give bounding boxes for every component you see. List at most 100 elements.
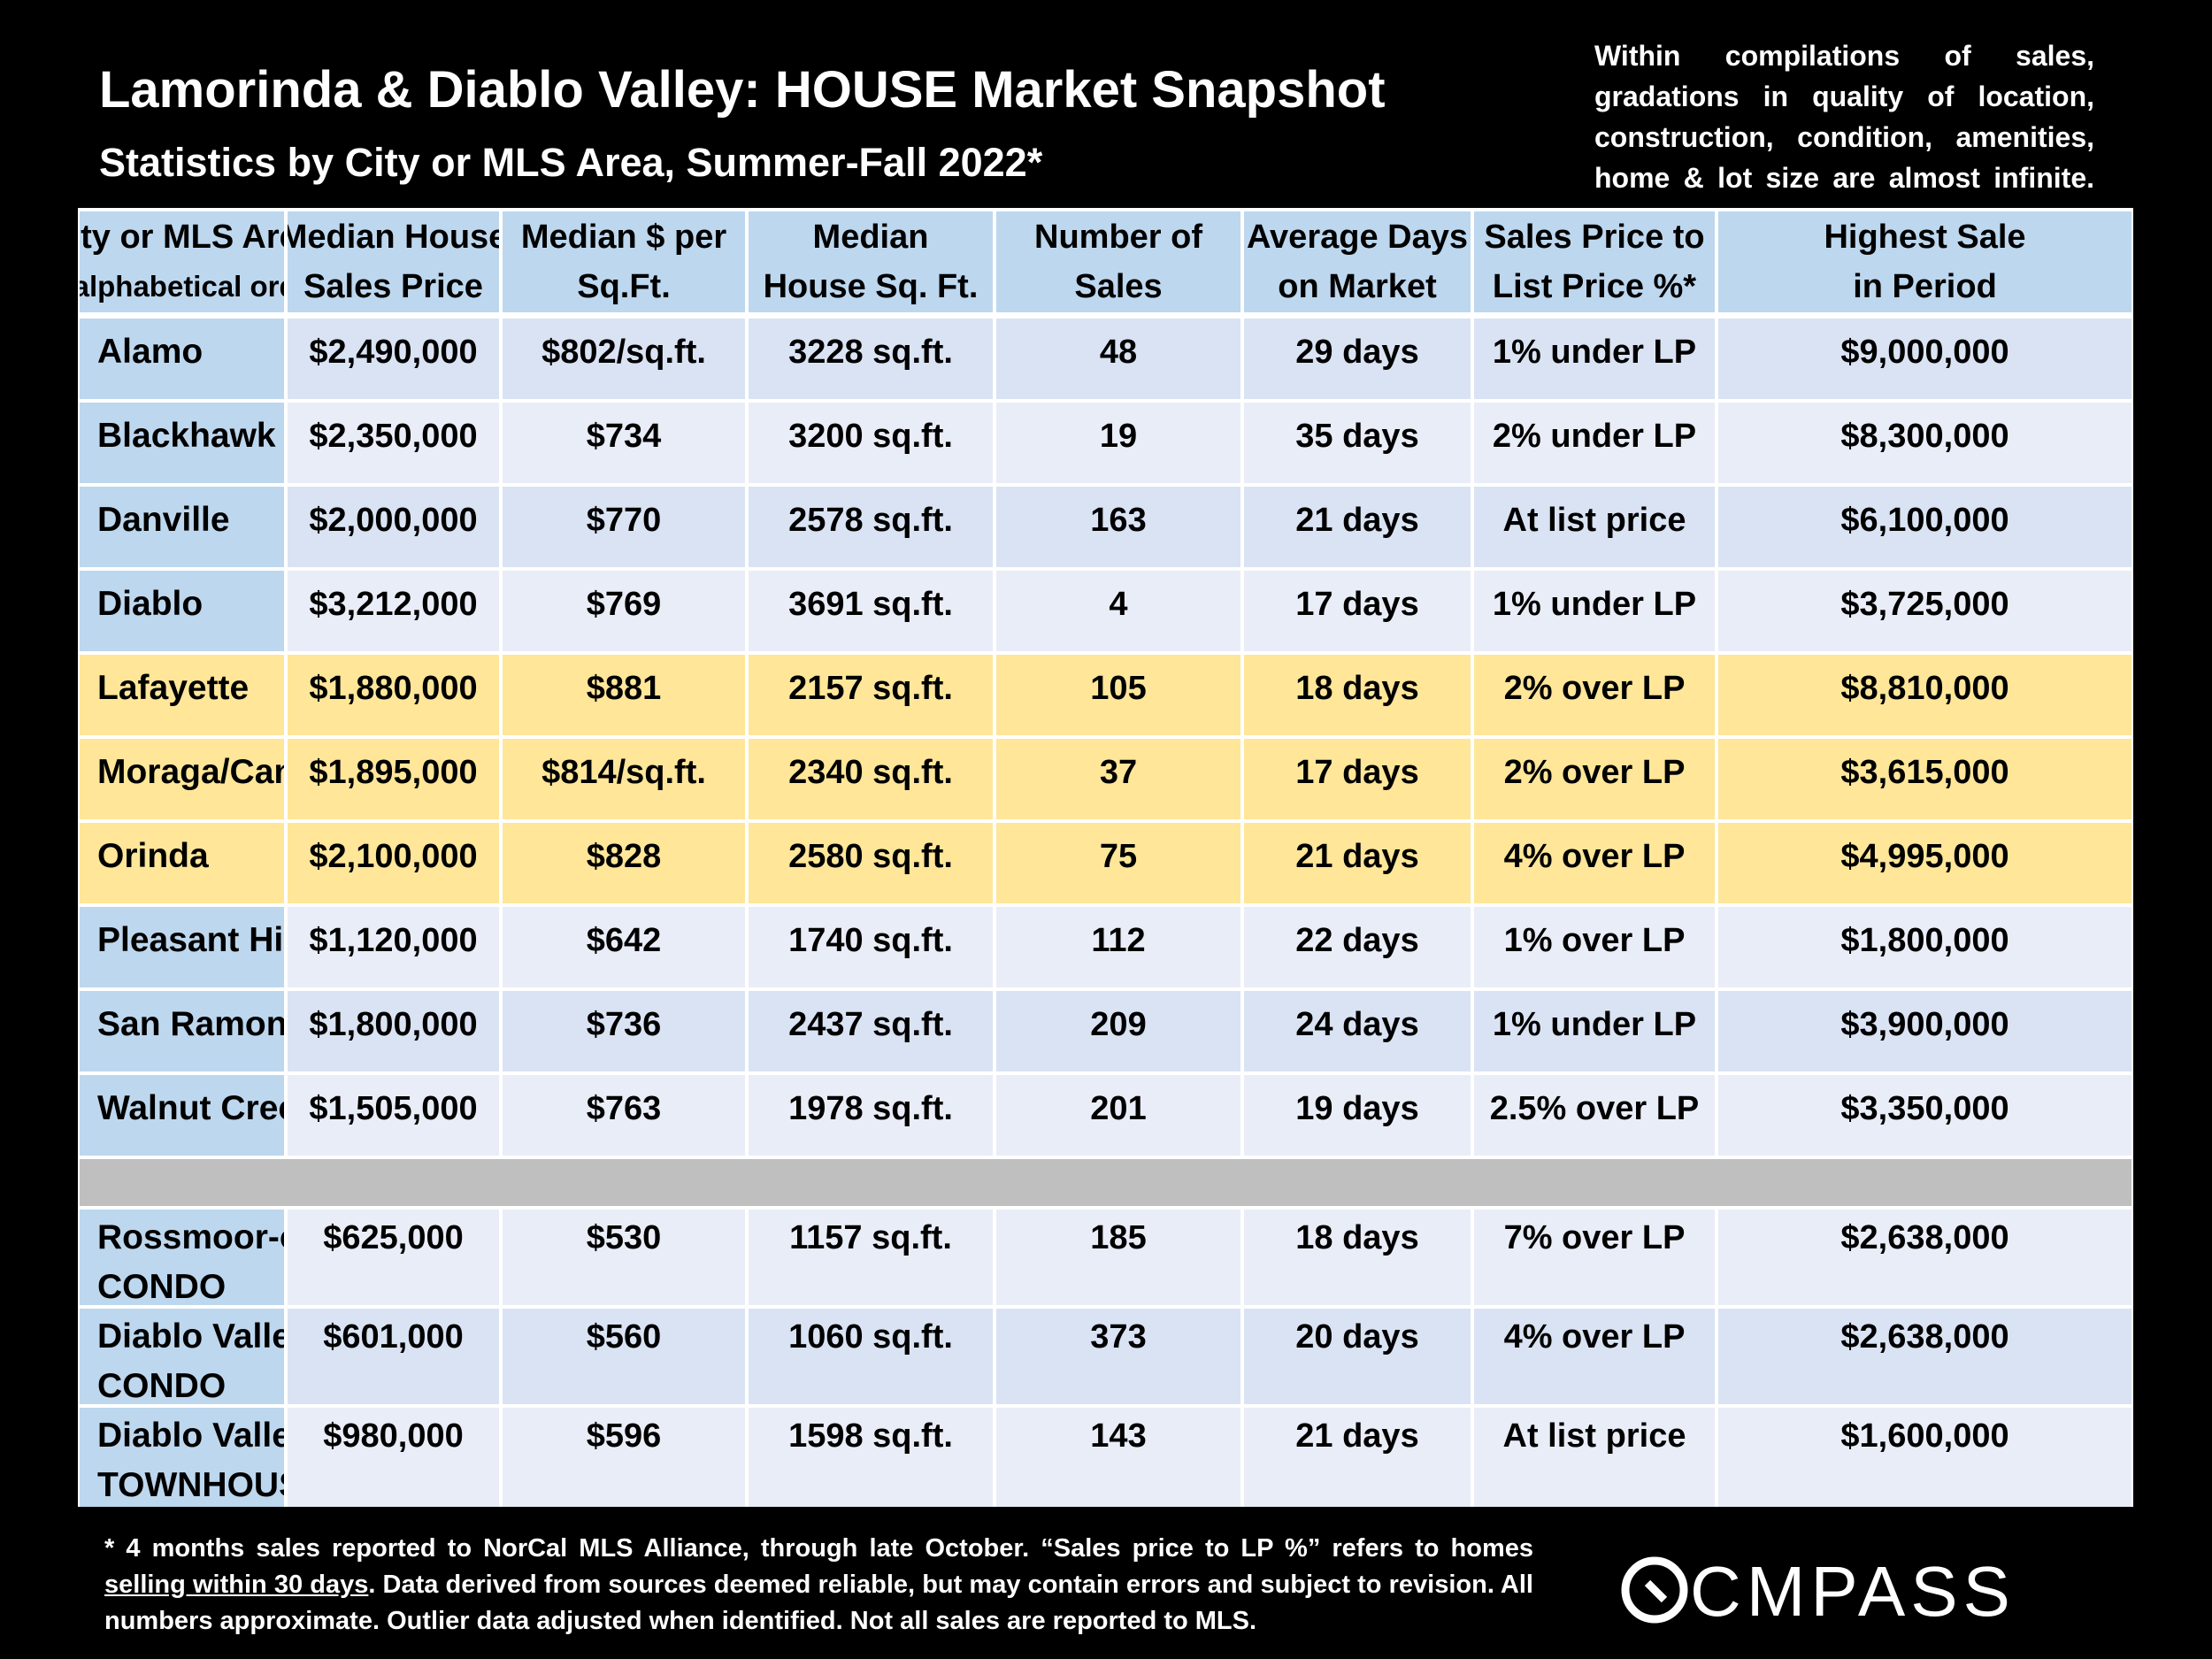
- city-name: Lafayette: [80, 655, 284, 735]
- house-sqft-value: 2437 sq.ft.: [788, 1006, 953, 1043]
- sales-price-value: $2,490,000: [309, 334, 478, 371]
- sale-to-list-value: 2% under LP: [1492, 418, 1697, 455]
- sale-to-list-value: At list price: [1502, 502, 1686, 539]
- number-of-sales-value: 48: [1099, 334, 1138, 371]
- footnote-part-2: . Data derived from sources deemed relia…: [104, 1571, 1533, 1635]
- column-header: Sales Price to List Price %*: [1474, 211, 1715, 312]
- city-name: Orinda: [80, 823, 284, 903]
- days-on-market: 17 days: [1244, 571, 1471, 651]
- sale-to-list: At list price: [1474, 487, 1715, 567]
- days-on-market-value: 21 days: [1295, 1417, 1419, 1455]
- sale-to-list: 7% over LP: [1474, 1210, 1715, 1305]
- days-on-market-value: 21 days: [1295, 838, 1419, 875]
- highest-sale: $9,000,000: [1718, 319, 2131, 399]
- city-name-line: CONDO: [97, 1268, 227, 1305]
- days-on-market: 21 days: [1244, 823, 1471, 903]
- number-of-sales-value: 201: [1090, 1090, 1147, 1127]
- highest-sale: $2,638,000: [1718, 1309, 2131, 1404]
- city-name-line: Alamo: [97, 333, 204, 371]
- page-subtitle: Statistics by City or MLS Area, Summer-F…: [99, 140, 1043, 185]
- sales-price: $625,000: [288, 1210, 499, 1305]
- number-of-sales: 112: [996, 907, 1240, 987]
- number-of-sales-value: 75: [1099, 838, 1138, 875]
- number-of-sales-value: 373: [1090, 1318, 1147, 1356]
- days-on-market: 35 days: [1244, 403, 1471, 483]
- city-name-line: CONDO: [97, 1367, 227, 1404]
- city-name-line: Pleasant Hill: [97, 921, 284, 959]
- price-per-sqft: $763: [503, 1075, 745, 1156]
- price-per-sqft-value: $560: [586, 1318, 662, 1356]
- city-name: Rossmoor-only CONDO: [80, 1210, 284, 1305]
- page-title: Lamorinda & Diablo Valley: HOUSE Market …: [99, 61, 1386, 119]
- city-name: San Ramon: [80, 991, 284, 1071]
- number-of-sales: 4: [996, 571, 1240, 651]
- price-per-sqft: $769: [503, 571, 745, 651]
- days-on-market: 18 days: [1244, 655, 1471, 735]
- column-header: Median House Sales Price: [288, 211, 499, 312]
- days-on-market: 20 days: [1244, 1309, 1471, 1404]
- city-name-line: Diablo Valley: [97, 1417, 284, 1455]
- sales-price: $601,000: [288, 1309, 499, 1404]
- house-sqft: 3200 sq.ft.: [749, 403, 993, 483]
- column-header-line1: Median House: [288, 219, 499, 256]
- sales-price: $1,505,000: [288, 1075, 499, 1156]
- city-name: Pleasant Hill: [80, 907, 284, 987]
- highest-sale: $2,638,000: [1718, 1210, 2131, 1305]
- sale-to-list-value: At list price: [1502, 1417, 1686, 1455]
- price-per-sqft-value: $530: [586, 1219, 662, 1256]
- sales-price: $1,800,000: [288, 991, 499, 1071]
- sales-price: $3,212,000: [288, 571, 499, 651]
- price-per-sqft-value: $736: [586, 1006, 662, 1043]
- sale-to-list-value: 4% over LP: [1503, 838, 1686, 875]
- highest-sale: $3,900,000: [1718, 991, 2131, 1071]
- price-per-sqft: $530: [503, 1210, 745, 1305]
- number-of-sales: 143: [996, 1408, 1240, 1507]
- number-of-sales: 37: [996, 739, 1240, 819]
- highest-sale: $8,810,000: [1718, 655, 2131, 735]
- sale-to-list: 1% under LP: [1474, 991, 1715, 1071]
- city-name-line: Lafayette: [97, 669, 250, 707]
- city-name-line: Rossmoor-only: [97, 1218, 284, 1256]
- column-header: City or MLS Area in alphabetical order: [80, 211, 284, 312]
- sales-price: $2,100,000: [288, 823, 499, 903]
- sale-to-list-value: 4% over LP: [1503, 1318, 1686, 1356]
- column-header-line1: Average Days: [1247, 219, 1468, 256]
- sales-price-value: $2,000,000: [309, 502, 478, 539]
- section-separator: [80, 1159, 2131, 1206]
- number-of-sales: 48: [996, 319, 1240, 399]
- sales-price-value: $980,000: [323, 1417, 464, 1455]
- price-per-sqft: $814/sq.ft.: [503, 739, 745, 819]
- house-sqft-value: 2340 sq.ft.: [788, 754, 953, 791]
- city-name: Moraga/Canyon: [80, 739, 284, 819]
- highest-sale-value: $9,000,000: [1840, 334, 2009, 371]
- house-sqft-value: 2580 sq.ft.: [788, 838, 953, 875]
- highest-sale-value: $8,810,000: [1840, 670, 2009, 707]
- column-header-line1: Median $ per: [520, 219, 727, 256]
- column-header-line2: Sq.Ft.: [577, 268, 671, 305]
- days-on-market: 21 days: [1244, 487, 1471, 567]
- sales-price-value: $3,212,000: [309, 586, 478, 623]
- number-of-sales-value: 163: [1090, 502, 1147, 539]
- highest-sale: $3,725,000: [1718, 571, 2131, 651]
- disclaimer-note: Within compilations of sales, gradations…: [1594, 40, 2094, 194]
- house-sqft: 1740 sq.ft.: [749, 907, 993, 987]
- price-per-sqft-value: $828: [586, 838, 662, 875]
- sales-price-value: $1,120,000: [309, 922, 478, 959]
- column-header-line1: Number of: [1034, 219, 1202, 256]
- number-of-sales-value: 19: [1099, 418, 1138, 455]
- price-per-sqft: $881: [503, 655, 745, 735]
- city-name-line: Walnut Creek: [97, 1089, 284, 1127]
- highest-sale-value: $4,995,000: [1840, 838, 2009, 875]
- footnote-part-1: * 4 months sales reported to NorCal MLS …: [104, 1534, 1533, 1563]
- price-per-sqft: $770: [503, 487, 745, 567]
- house-sqft: 1598 sq.ft.: [749, 1408, 993, 1507]
- sales-price: $1,895,000: [288, 739, 499, 819]
- column-header-line1: City or MLS Area: [80, 219, 284, 256]
- price-per-sqft-value: $763: [586, 1090, 662, 1127]
- sale-to-list-value: 2% over LP: [1503, 670, 1686, 707]
- column-header-line2: in alphabetical order: [80, 270, 284, 303]
- house-sqft: 1157 sq.ft.: [749, 1210, 993, 1305]
- price-per-sqft: $596: [503, 1408, 745, 1507]
- days-on-market-value: 17 days: [1295, 754, 1419, 791]
- number-of-sales: 163: [996, 487, 1240, 567]
